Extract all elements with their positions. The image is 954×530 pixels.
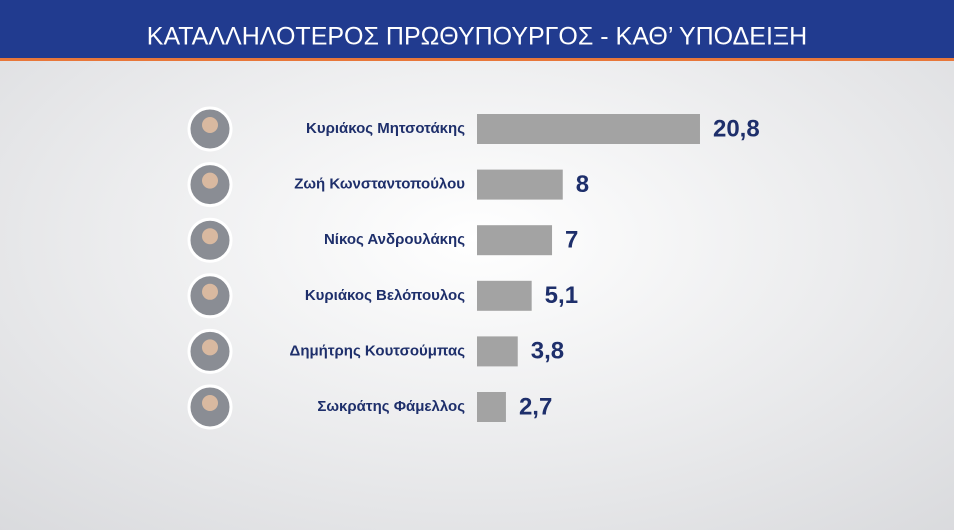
bar <box>477 392 506 422</box>
value-label: 3,8 <box>531 338 564 365</box>
chart-title: ΚΑΤΑΛΛΗΛΟΤΕΡΟΣ ΠΡΩΘΥΠΟΥΡΓΟΣ - ΚΑΘ’ ΥΠΟΔΕ… <box>147 23 807 51</box>
portrait-head <box>202 283 218 300</box>
bar <box>477 336 518 367</box>
category-label: Δημήτρης Κουτσούμπας <box>290 342 466 359</box>
category-label: Κυριάκος Μητσοτάκης <box>306 120 465 137</box>
category-label: Κυριάκος Βελόπουλος <box>305 287 465 304</box>
category-label: Ζωή Κωνσταντοπούλου <box>294 176 465 193</box>
value-label: 7 <box>565 227 578 254</box>
portrait-head <box>202 339 218 356</box>
bar <box>477 169 563 200</box>
portrait-head <box>202 228 218 245</box>
title-banner <box>0 0 954 58</box>
banner-stripe <box>0 58 954 61</box>
bar <box>477 280 532 311</box>
category-label: Νίκος Ανδρουλάκης <box>324 231 465 248</box>
category-label: Σωκράτης Φάμελλος <box>317 398 465 415</box>
portrait-head <box>202 395 218 411</box>
bar <box>477 225 553 256</box>
value-label: 5,1 <box>545 282 578 309</box>
value-label: 2,7 <box>519 393 552 420</box>
value-label: 20,8 <box>713 115 760 142</box>
bar <box>477 114 700 144</box>
value-label: 8 <box>576 171 589 198</box>
portrait-head <box>202 117 218 133</box>
portrait-head <box>202 172 218 189</box>
